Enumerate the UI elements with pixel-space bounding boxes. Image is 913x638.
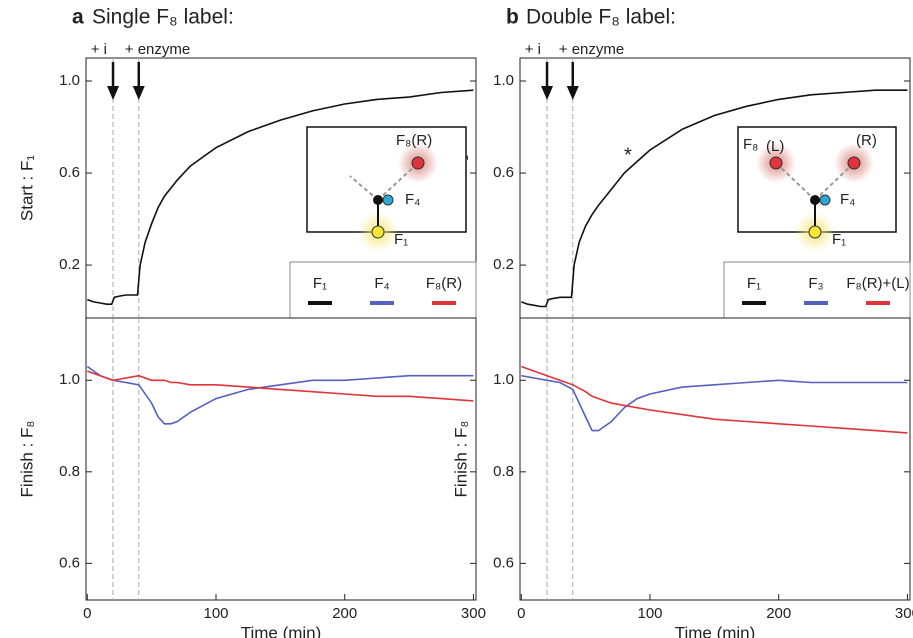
panel-letter: a [72, 6, 84, 29]
y-tick-label: 1.0 [493, 72, 514, 89]
annotation: + enzyme [559, 41, 624, 58]
legend-label: F₁ [313, 275, 327, 292]
annotation: + i [525, 41, 541, 58]
legend-box [723, 261, 911, 319]
inset-a: F₈(R) F₄ F₁ [306, 126, 467, 252]
y-tick-label: 1.0 [493, 371, 514, 388]
legend-label: F₈(R)+(L) [846, 275, 909, 292]
inset-label: F₈ [743, 136, 758, 153]
y-tick-label: 0.2 [59, 256, 80, 273]
inset-label: F₄ [405, 191, 420, 208]
legend-box [289, 261, 477, 319]
x-tick-label: 100 [637, 605, 662, 622]
asterisk: * [624, 144, 632, 166]
y-axis-label: Start : F₁ [17, 155, 36, 221]
y-tick-label: 0.6 [493, 554, 514, 571]
inset-b: F₈ (L) (R) F₄ F₁ [737, 126, 897, 252]
series-line [521, 89, 908, 308]
x-axis-label: Time (min) [675, 623, 756, 638]
plot-frame [519, 317, 911, 601]
y-tick-label: 0.6 [59, 554, 80, 571]
dye [371, 225, 385, 239]
dye [808, 225, 822, 239]
series-line [87, 89, 474, 305]
plot-frame [85, 317, 477, 601]
arrow-head [107, 86, 120, 100]
y-tick-label: 1.0 [59, 371, 80, 388]
series-line [521, 365, 908, 434]
y-tick-label: 0.8 [493, 463, 514, 480]
x-tick-label: 300 [895, 605, 913, 622]
x-tick-label: 0 [517, 605, 525, 622]
x-tick-label: 200 [332, 605, 357, 622]
dye [382, 194, 394, 206]
plots: 0.2 0.6 1.0 Start : F₁ + i + enzyme a Single F₈… [17, 6, 913, 638]
inset-label: F₄ [840, 191, 855, 208]
chart-title: Single F₈ label: [92, 6, 234, 29]
link [814, 162, 855, 201]
inset-label: F₁ [832, 231, 846, 248]
inset-label: F₁ [394, 231, 408, 248]
dye [819, 194, 831, 206]
x-tick-label: 100 [203, 605, 228, 622]
inset-label: F₈(R) [396, 132, 432, 149]
y-tick-label: 1.0 [59, 72, 80, 89]
x-tick-label: 0 [83, 605, 91, 622]
link [775, 162, 816, 201]
inset-label: (R) [856, 132, 877, 149]
subplot: 0.2 0.6 1.0 Start : F₁ + i + enzyme a Single F₈… [17, 6, 477, 319]
annotation: + i [91, 41, 107, 58]
legend-label: F₁ [747, 275, 761, 292]
y-axis-label: Finish : F₈ [17, 421, 36, 498]
y-tick-label: 0.2 [493, 256, 514, 273]
x-axis-label: Time (min) [241, 623, 322, 638]
dye [373, 195, 383, 205]
y-tick-label: 0.8 [59, 463, 80, 480]
series-line [521, 374, 908, 432]
series-line [87, 370, 474, 402]
arrow-head [541, 86, 554, 100]
y-tick-label: 0.6 [59, 164, 80, 181]
x-tick-label: 200 [766, 605, 791, 622]
legend-label: F₄ [374, 275, 389, 292]
legend-label: F₈(R) [426, 275, 462, 292]
subplot: 0.6 0.8 1.0 0 100 200 300 Time (min) Finish : F₈ [17, 317, 486, 638]
link [349, 175, 379, 201]
arrow-head [132, 86, 145, 100]
dye [769, 156, 783, 170]
series-line [86, 365, 474, 425]
panel-letter: b [506, 6, 519, 29]
y-axis-label: Finish : F₈ [451, 421, 470, 498]
inset-label: (L) [766, 138, 784, 155]
x-tick-label: 300 [461, 605, 486, 622]
arrow-head [566, 86, 579, 100]
y-tick-label: 0.6 [493, 164, 514, 181]
dye [810, 195, 820, 205]
link [377, 162, 419, 201]
dye [411, 156, 425, 170]
chart-title: Double F₈ label: [526, 6, 676, 29]
legend-label: F₃ [808, 275, 823, 292]
dye [847, 156, 861, 170]
annotation: + enzyme [125, 41, 190, 58]
subplot: 0.6 0.8 1.0 0 100 200 300 Time (min) Finish : F₈ [451, 317, 913, 638]
